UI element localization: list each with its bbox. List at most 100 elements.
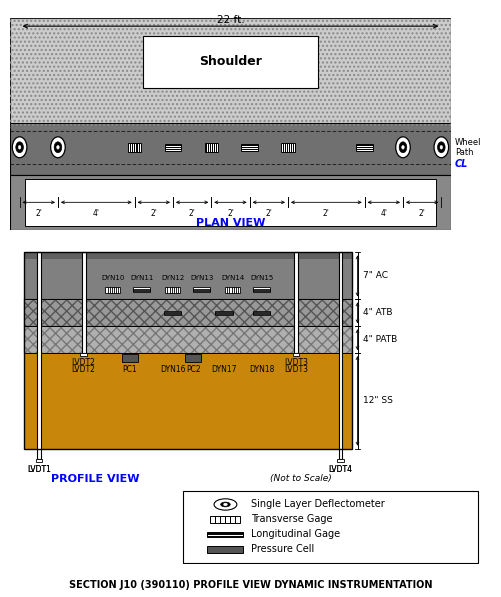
Bar — [10, 175, 451, 230]
Circle shape — [224, 504, 227, 505]
Bar — [10, 18, 451, 128]
Bar — [128, 143, 141, 152]
Circle shape — [399, 142, 407, 153]
FancyBboxPatch shape — [143, 36, 318, 88]
Bar — [339, 253, 342, 459]
Bar — [80, 353, 87, 356]
Bar — [24, 327, 352, 353]
Circle shape — [402, 146, 404, 149]
Bar — [337, 459, 344, 462]
Bar — [164, 310, 181, 315]
Circle shape — [396, 137, 410, 158]
Text: LVDT3: LVDT3 — [284, 358, 308, 368]
Bar — [241, 144, 258, 151]
Text: LVDT1: LVDT1 — [27, 464, 51, 473]
Text: DYN17: DYN17 — [211, 365, 237, 374]
Text: 2': 2' — [419, 209, 425, 218]
Circle shape — [57, 146, 59, 149]
Text: 2': 2' — [150, 209, 157, 218]
Text: DYN13: DYN13 — [190, 275, 213, 281]
Text: Single Layer Deflectometer: Single Layer Deflectometer — [251, 500, 385, 509]
Circle shape — [54, 142, 62, 153]
Text: 22 ft.: 22 ft. — [216, 15, 244, 25]
Text: 2': 2' — [36, 209, 42, 218]
Bar — [105, 287, 120, 293]
Bar — [26, 179, 435, 226]
Bar — [185, 354, 201, 362]
Circle shape — [220, 502, 230, 507]
Text: 7" AC: 7" AC — [363, 272, 388, 281]
Text: SECTION J10 (390110) PROFILE VIEW DYNAMIC INSTRUMENTATION: SECTION J10 (390110) PROFILE VIEW DYNAMI… — [69, 580, 432, 590]
Bar — [193, 288, 210, 292]
Bar — [82, 253, 86, 353]
Text: LVDT4: LVDT4 — [328, 464, 352, 473]
Bar — [207, 546, 243, 553]
Text: DYN18: DYN18 — [249, 365, 275, 374]
Text: Longitudinal Gage: Longitudinal Gage — [251, 530, 340, 539]
Bar — [210, 516, 240, 523]
Text: DYN16: DYN16 — [160, 365, 185, 374]
Text: LVDT1: LVDT1 — [27, 464, 51, 473]
Circle shape — [16, 142, 24, 153]
Text: LVDT4: LVDT4 — [328, 464, 352, 473]
Bar — [36, 459, 43, 462]
Circle shape — [51, 137, 65, 158]
Bar — [204, 143, 218, 152]
Bar — [225, 287, 240, 293]
Text: DYN15: DYN15 — [250, 275, 273, 281]
Text: PC1: PC1 — [123, 365, 137, 374]
Bar — [37, 253, 41, 459]
Bar — [24, 353, 352, 448]
Bar — [253, 288, 270, 292]
Bar — [10, 122, 451, 175]
Bar — [357, 144, 373, 151]
Text: 4" ATB: 4" ATB — [363, 309, 392, 318]
Bar — [10, 18, 451, 128]
Circle shape — [437, 142, 445, 153]
Text: 2': 2' — [323, 209, 330, 218]
Text: 2': 2' — [189, 209, 195, 218]
Text: Pressure Cell: Pressure Cell — [251, 544, 314, 554]
Text: LVDT3: LVDT3 — [284, 365, 308, 374]
Bar — [24, 327, 352, 353]
Text: DYN10: DYN10 — [101, 275, 124, 281]
Bar — [24, 300, 352, 327]
Bar — [293, 353, 299, 356]
Text: Wheel
Path: Wheel Path — [455, 137, 481, 157]
Text: 2': 2' — [227, 209, 234, 218]
Bar — [133, 288, 150, 292]
Circle shape — [440, 146, 442, 149]
Text: PROFILE VIEW: PROFILE VIEW — [52, 474, 140, 484]
Text: 4': 4' — [93, 209, 100, 218]
Text: 4': 4' — [380, 209, 387, 218]
Bar — [122, 354, 138, 362]
Bar — [294, 253, 298, 353]
Text: DYN11: DYN11 — [130, 275, 153, 281]
Bar — [207, 531, 243, 537]
Circle shape — [214, 499, 237, 510]
Bar — [24, 253, 352, 448]
Bar — [281, 143, 295, 152]
Text: 12" SS: 12" SS — [363, 396, 392, 405]
Bar — [165, 144, 181, 151]
Bar — [24, 253, 352, 260]
Text: LVDT2: LVDT2 — [72, 358, 96, 368]
Text: DYN12: DYN12 — [161, 275, 184, 281]
Circle shape — [434, 137, 448, 158]
Text: CL: CL — [455, 159, 468, 169]
Circle shape — [13, 137, 27, 158]
Bar — [24, 300, 352, 327]
Bar — [215, 310, 232, 315]
Text: PC2: PC2 — [186, 365, 200, 374]
Bar — [165, 287, 180, 293]
Bar — [24, 260, 352, 300]
Text: Transverse Gage: Transverse Gage — [251, 515, 333, 524]
Text: DYN14: DYN14 — [221, 275, 244, 281]
Circle shape — [19, 146, 21, 149]
Text: (Not to Scale): (Not to Scale) — [270, 474, 332, 483]
Text: 4" PATB: 4" PATB — [363, 335, 397, 344]
Text: 2': 2' — [266, 209, 272, 218]
Text: Shoulder: Shoulder — [199, 56, 262, 69]
Text: LVDT2: LVDT2 — [72, 365, 96, 374]
Text: PLAN VIEW: PLAN VIEW — [196, 219, 265, 229]
